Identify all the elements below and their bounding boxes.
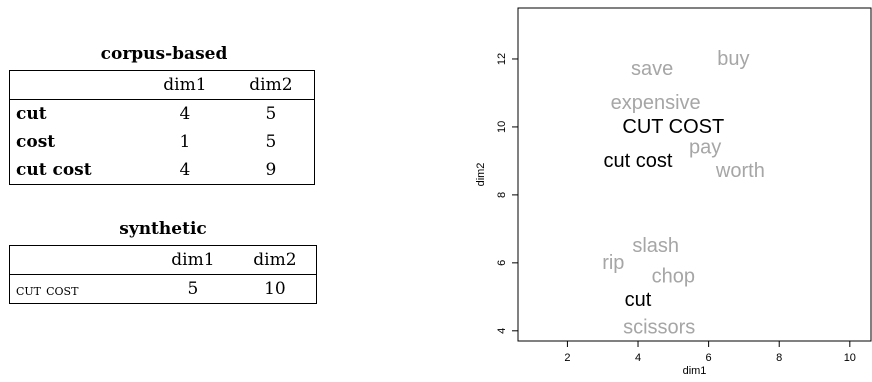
row-label: cut cost (16, 279, 79, 299)
row-label: cost (16, 132, 56, 152)
cell-dim1: 1 (179, 132, 191, 152)
y-tick-label-6: 6 (496, 260, 508, 266)
point-label-cut-cost: CUT COST (622, 116, 724, 138)
synthetic-header-dim1: dim1 (152, 245, 234, 275)
cell-dim1: 5 (187, 279, 199, 299)
y-axis-label: dim2 (475, 163, 487, 187)
synthetic-table-title: synthetic (119, 219, 207, 239)
x-axis-label: dim1 (683, 365, 707, 377)
point-label-save: save (631, 58, 673, 80)
point-label-cut-cost: cut cost (604, 150, 673, 172)
corpus-table-title: corpus-based (100, 44, 228, 64)
point-label-worth: worth (715, 160, 765, 182)
synthetic-table: dim1 dim2 cut cost 5 10 (9, 245, 317, 304)
point-label-buy: buy (717, 48, 749, 70)
synthetic-header-empty (9, 245, 152, 275)
synthetic-table-header: dim1 dim2 (9, 245, 317, 275)
cell-dim1: 4 (179, 160, 191, 180)
corpus-row-cut: cut 4 5 (10, 100, 315, 129)
point-label-rip: rip (602, 252, 624, 274)
y-tick-label-8: 8 (496, 192, 508, 198)
x-tick-label-4: 4 (635, 352, 641, 364)
synthetic-row-cut-cost: cut cost 5 10 (10, 275, 317, 304)
cell-dim1: 4 (179, 104, 191, 124)
point-label-pay: pay (689, 136, 721, 158)
scatter-plot: 2 4 6 8 10 4 6 8 10 12 dim1 dim2 save buy expensiveCUT… (475, 7, 872, 377)
synthetic-header-dim2: dim2 (233, 245, 317, 275)
corpus-header-dim1: dim1 (142, 70, 228, 100)
x-tick-label-10: 10 (844, 352, 856, 364)
cell-dim2: 5 (265, 104, 277, 124)
row-label: cut cost (16, 160, 92, 180)
corpus-header-empty (9, 70, 142, 100)
corpus-table-header: dim1 dim2 (9, 70, 315, 100)
corpus-header-dim2: dim2 (227, 70, 315, 100)
y-tick-label-10: 10 (496, 121, 508, 133)
tables-panel: corpus-based dim1 dim2 cut 4 5 cost 1 5 … (0, 0, 330, 377)
cell-dim2: 9 (265, 160, 277, 180)
corpus-table: dim1 dim2 cut 4 5 cost 1 5 cut cost 4 9 (9, 70, 315, 185)
point-label-slash: slash (632, 235, 679, 257)
cell-dim2: 5 (265, 132, 277, 152)
y-tick-label-12: 12 (496, 53, 508, 65)
point-label-expensive: expensive (611, 92, 701, 114)
plot-frame (517, 7, 872, 342)
row-label: cut (16, 104, 47, 124)
x-tick-label-8: 8 (776, 352, 782, 364)
y-tick-label-4: 4 (496, 328, 508, 334)
point-label-scissors: scissors (623, 316, 695, 338)
cell-dim2: 10 (264, 279, 286, 299)
corpus-row-cost: cost 1 5 (10, 128, 315, 156)
corpus-row-cut-cost: cut cost 4 9 (10, 156, 315, 185)
x-tick-label-2: 2 (564, 352, 570, 364)
point-label-cut: cut (625, 289, 652, 311)
scatter-plot-panel: 2 4 6 8 10 4 6 8 10 12 dim1 dim2 save buy expensive CUT… (470, 0, 872, 377)
point-label-chop: chop (652, 265, 695, 287)
x-tick-label-6: 6 (706, 352, 712, 364)
